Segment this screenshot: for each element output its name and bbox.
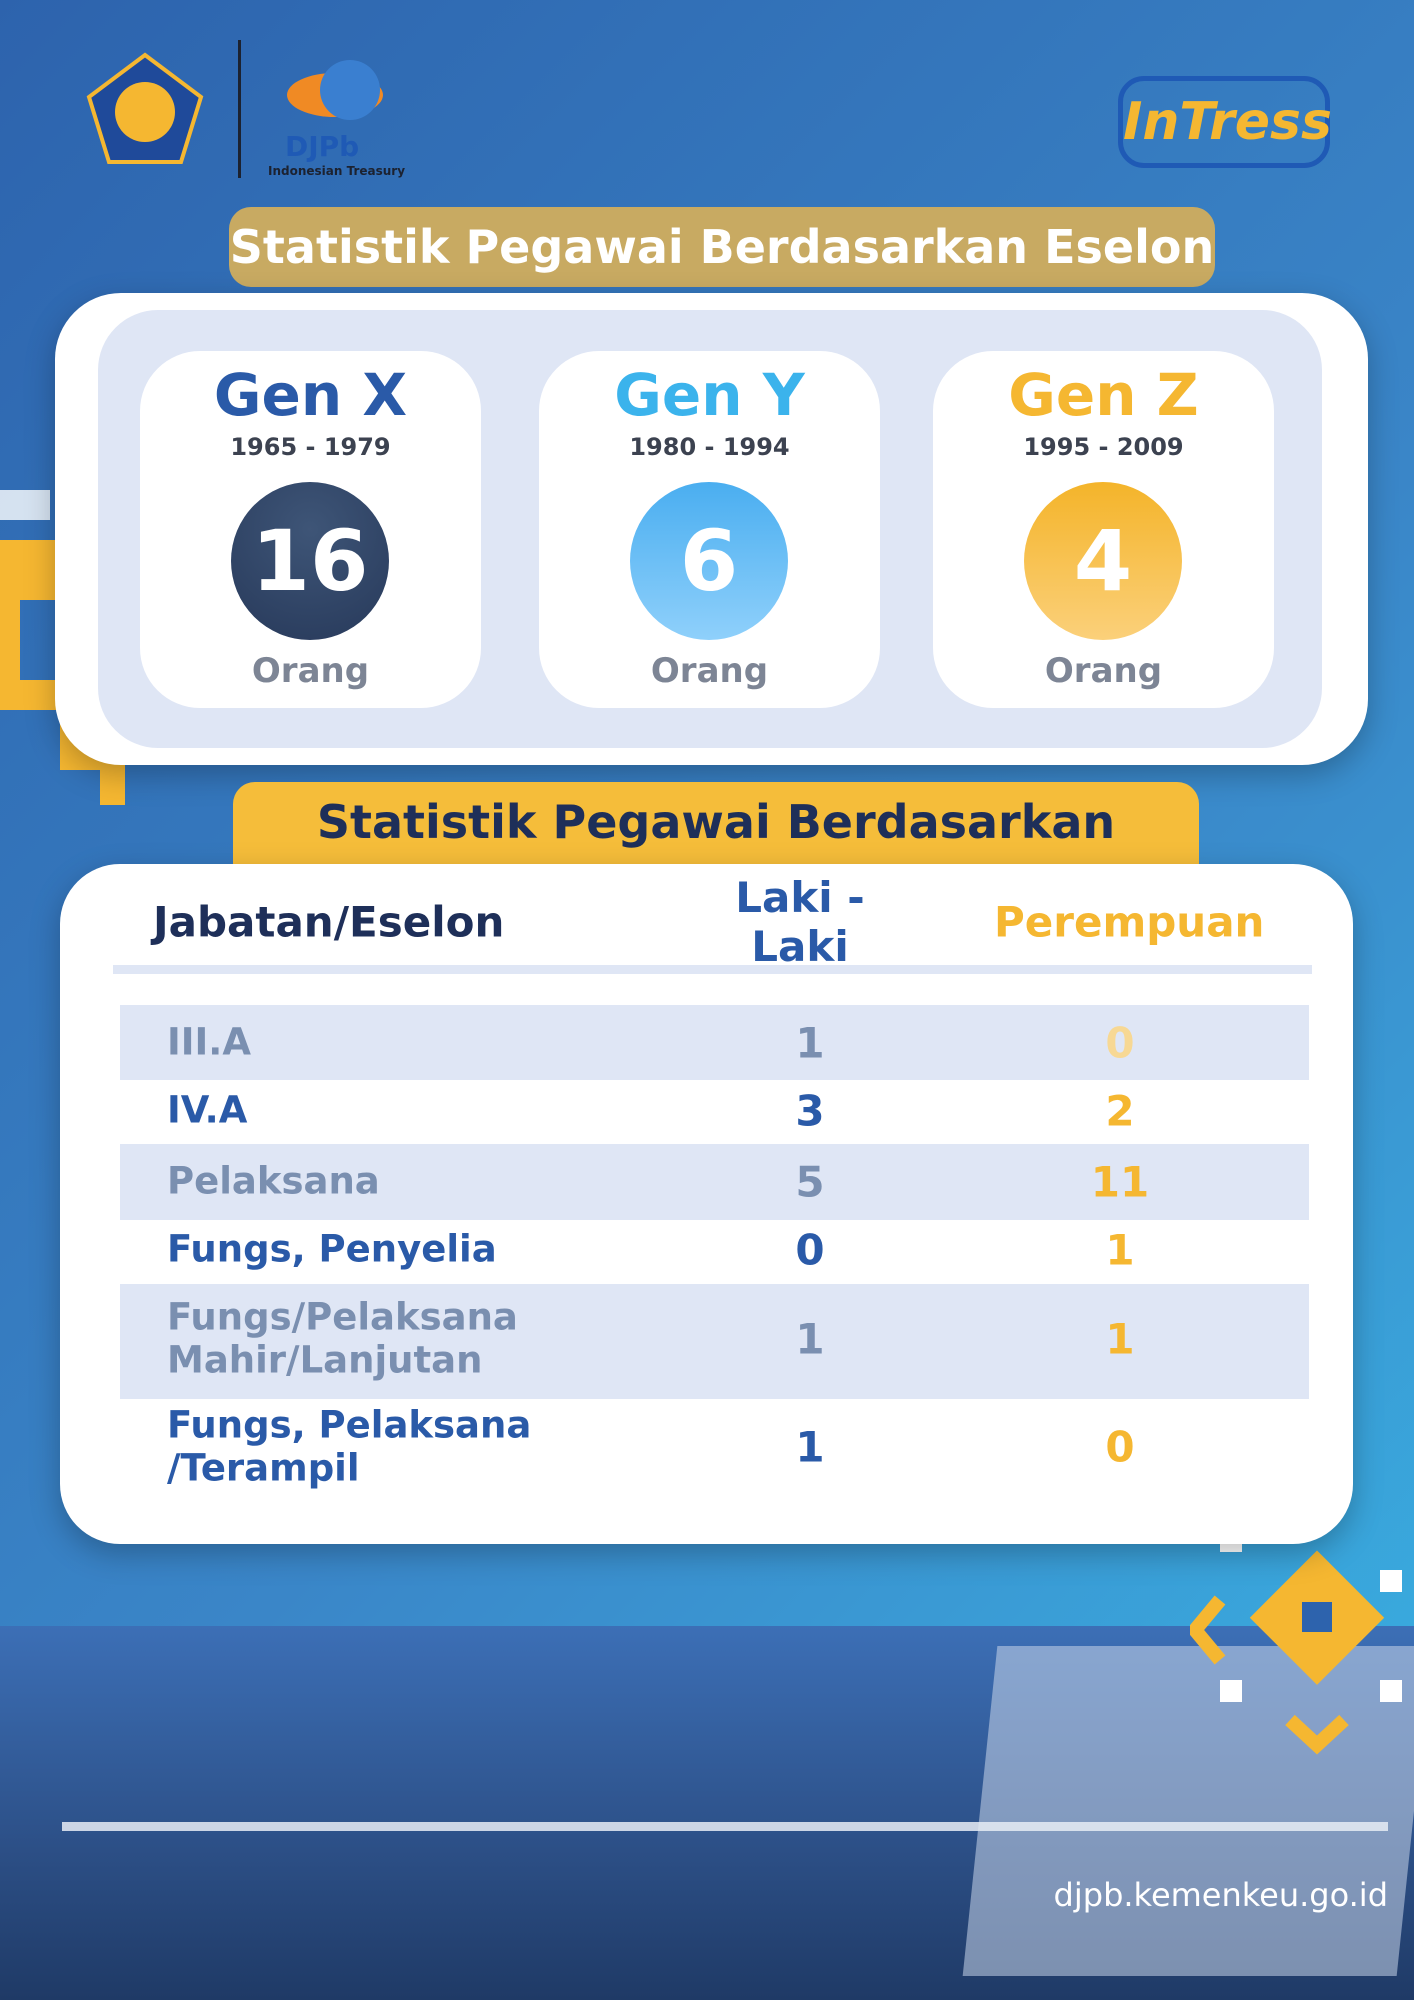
female-count: 11 (1090, 1157, 1150, 1207)
row-label: Fungs, Penyelia (167, 1227, 497, 1271)
row-label: Fungs, Pelaksana /Terampil (167, 1403, 532, 1489)
photo-area (0, 1626, 1414, 2000)
generation-count: 4 (1024, 482, 1182, 640)
djpb-logo-mark (287, 60, 383, 120)
row-stripe (120, 1144, 1309, 1220)
footer-url: djpb.kemenkeu.go.id (1053, 1876, 1388, 1914)
generation-name: Gen Z (1008, 361, 1199, 429)
female-count: 0 (1105, 1018, 1135, 1068)
male-count: 1 (795, 1018, 825, 1068)
male-count: 0 (795, 1225, 825, 1275)
male-count: 1 (795, 1422, 825, 1472)
female-count: 0 (1105, 1422, 1135, 1472)
generation-count: 6 (630, 482, 788, 640)
generation-years: 1965 - 1979 (230, 433, 391, 461)
decor-left (0, 490, 125, 805)
section-title: Statistik Pegawai Berdasarkan Eselon (229, 207, 1215, 287)
generation-unit: Orang (650, 651, 769, 691)
djpb-subtext: Indonesian Treasury (268, 164, 406, 178)
generation-count: 16 (231, 482, 389, 640)
row-label: IV.A (167, 1088, 248, 1132)
divider (238, 40, 241, 178)
row-stripe (120, 1005, 1309, 1080)
footer-rule (62, 1822, 1388, 1831)
female-count: 1 (1105, 1225, 1135, 1275)
generation-card: Gen Y 1980 - 1994 6 Orang (539, 351, 880, 708)
generation-name: Gen Y (614, 361, 805, 429)
row-label: III.A (167, 1020, 251, 1064)
ministry-logo (86, 52, 204, 164)
male-count: 5 (795, 1157, 825, 1207)
generation-years: 1980 - 1994 (629, 433, 790, 461)
row-label: Pelaksana (167, 1159, 380, 1203)
djpb-text: DJPb (285, 130, 360, 163)
header-rule (113, 965, 1312, 974)
column-header: Laki - Laki (735, 873, 865, 971)
female-count: 1 (1105, 1314, 1135, 1364)
generation-unit: Orang (1044, 651, 1163, 691)
male-count: 1 (795, 1314, 825, 1364)
generation-card: Gen X 1965 - 1979 16 Orang (140, 351, 481, 708)
row-label: Fungs/Pelaksana Mahir/Lanjutan (167, 1295, 518, 1381)
row-stripe (120, 1284, 1309, 1399)
brand-logo: InTress (1118, 76, 1332, 168)
column-header: Perempuan (994, 897, 1265, 947)
column-header: Jabatan/Eselon (153, 897, 505, 947)
generation-name: Gen X (213, 361, 408, 429)
male-count: 3 (795, 1086, 825, 1136)
generation-unit: Orang (251, 651, 370, 691)
generation-years: 1995 - 2009 (1023, 433, 1184, 461)
decor-right (1190, 1530, 1402, 1755)
generation-card: Gen Z 1995 - 2009 4 Orang (933, 351, 1274, 708)
female-count: 2 (1105, 1086, 1135, 1136)
